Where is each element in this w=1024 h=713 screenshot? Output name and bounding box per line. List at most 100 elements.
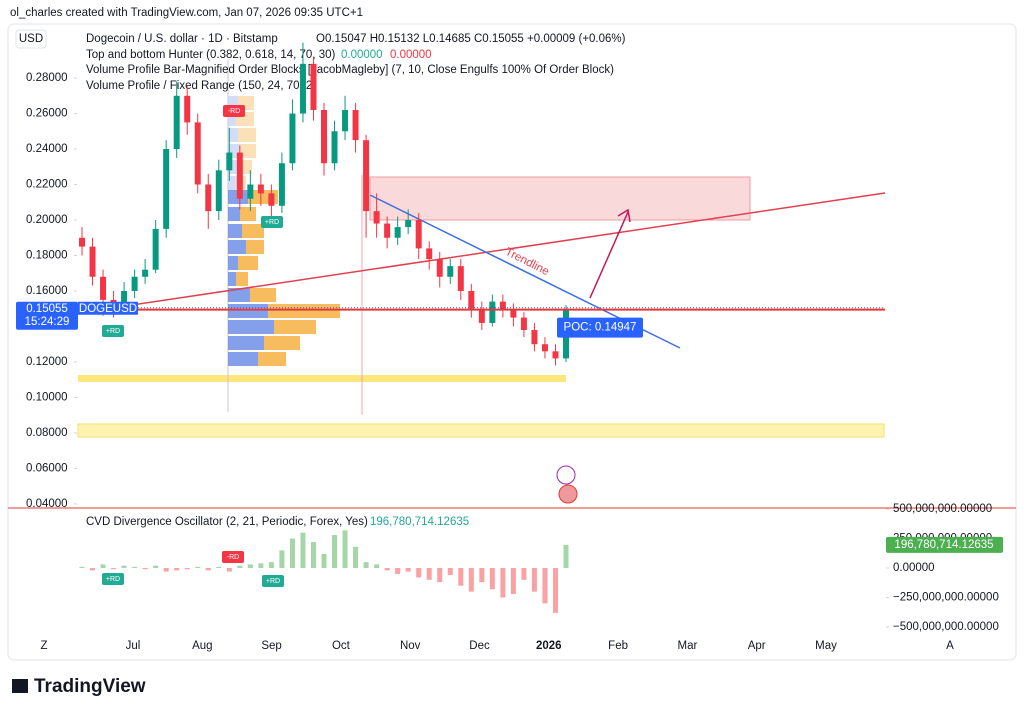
candle-body: [131, 276, 138, 291]
candle-body: [163, 149, 170, 229]
vp-row: [274, 320, 316, 334]
x-tick-label: Nov: [400, 640, 421, 652]
rd-label: -RD: [228, 108, 240, 115]
legend: Dogecoin / U.S. dollar · 1D · Bitstamp O…: [86, 33, 626, 528]
price-label: 0.15055: [26, 303, 68, 315]
candle-body: [426, 248, 433, 260]
currency: USD: [19, 33, 43, 45]
y-tick-label: 0.20000: [26, 214, 68, 226]
vp-row: [238, 128, 256, 142]
vp-row: [236, 272, 248, 286]
poc-label: POC: 0.14947: [564, 322, 637, 334]
candle-body: [226, 152, 233, 171]
oscillator-value: 196,780,714.12635: [370, 516, 469, 528]
osc-bar: [195, 566, 201, 569]
indicator: Volume Profile / Fixed Range (150, 24, 7…: [86, 80, 316, 92]
osc-bar: [384, 568, 390, 571]
x-tick-label: 2026: [536, 640, 562, 652]
osc-bar: [247, 564, 253, 569]
candle-body: [520, 317, 527, 331]
rd-box: [102, 573, 124, 585]
indicator-output: 0.00000: [390, 49, 432, 61]
y-tick-label: 0.10000: [26, 391, 68, 403]
candle-body: [184, 95, 191, 123]
candle-body: [289, 113, 296, 164]
candle-body: [100, 276, 107, 300]
vp-row: [228, 304, 268, 318]
y-tick-label: 0.06000: [26, 462, 68, 474]
osc-bar: [437, 568, 443, 583]
vp-row: [228, 288, 250, 302]
y-tick-label: 0.18000: [26, 250, 68, 262]
osc-bar: [300, 532, 306, 569]
x-tick-label: Feb: [608, 640, 628, 652]
candle-body: [205, 184, 212, 212]
osc-bar: [100, 564, 106, 569]
candle-body: [152, 228, 159, 270]
rd-box: [222, 551, 244, 563]
osc-bar: [342, 530, 348, 569]
rd-box: [223, 105, 245, 117]
osc-value-box: [886, 536, 1003, 553]
candle-body: [121, 290, 128, 306]
brand: TradingView: [34, 676, 146, 697]
price-box: [16, 301, 78, 330]
vp-row: [228, 256, 238, 270]
rd-label: +RD: [106, 328, 120, 335]
vp-row: [228, 352, 258, 366]
vp-row: [228, 272, 236, 286]
osc-bar: [405, 568, 411, 572]
vp-row: [228, 240, 246, 254]
candle-body: [499, 301, 506, 311]
vp-row: [240, 144, 256, 158]
vp-row: [250, 288, 276, 302]
candle-body: [194, 122, 201, 185]
candle-body: [468, 290, 475, 309]
candle-body: [552, 351, 559, 359]
candle-body: [236, 152, 243, 199]
x-tick-label: Aug: [192, 640, 212, 652]
x-tick-label: Oct: [332, 640, 351, 652]
order-block: [78, 375, 566, 382]
y-tick-label: 0.04000: [26, 498, 68, 510]
order-block: [77, 423, 885, 438]
rd-box: [102, 325, 124, 337]
zoom-button[interactable]: Z: [40, 640, 47, 652]
osc-bar: [489, 568, 495, 590]
osc-bar: [416, 568, 422, 578]
candle-body: [531, 330, 538, 345]
osc-bar: [447, 568, 453, 576]
y-tick-label: 0.12000: [26, 356, 68, 368]
candle-body: [415, 220, 422, 249]
rd-label: +RD: [266, 578, 280, 585]
osc-bar: [332, 535, 338, 569]
arrow: [617, 208, 631, 223]
osc-bar: [458, 568, 464, 586]
vp-row: [228, 336, 264, 350]
candle-body: [89, 246, 96, 277]
x-tick-label: Dec: [469, 640, 490, 652]
y-tick-label: 0.26000: [26, 108, 68, 120]
osc-bar: [552, 568, 558, 613]
vp-row: [258, 352, 286, 366]
y-tick-label: 0.08000: [26, 427, 68, 439]
candle-body: [342, 109, 349, 132]
vp-row: [240, 207, 256, 221]
y2-tick-label: −500,000,000.00000: [893, 621, 999, 633]
osc-bar: [563, 544, 569, 569]
vp-row: [228, 224, 242, 238]
osc-bar: [289, 538, 295, 569]
candle-body: [457, 266, 464, 291]
countdown: 15:24:29: [25, 316, 70, 328]
header: ol_charles created with TradingView.com,…: [10, 7, 363, 19]
candle-body: [394, 227, 401, 238]
vp-row: [242, 224, 264, 238]
auto-button[interactable]: A: [946, 640, 954, 652]
candle-body: [142, 269, 149, 277]
candle-body: [278, 163, 285, 206]
y-tick-label: 0.24000: [26, 143, 68, 155]
osc-bar: [90, 568, 96, 571]
osc-bar: [374, 564, 380, 569]
poc-box: [557, 317, 643, 338]
